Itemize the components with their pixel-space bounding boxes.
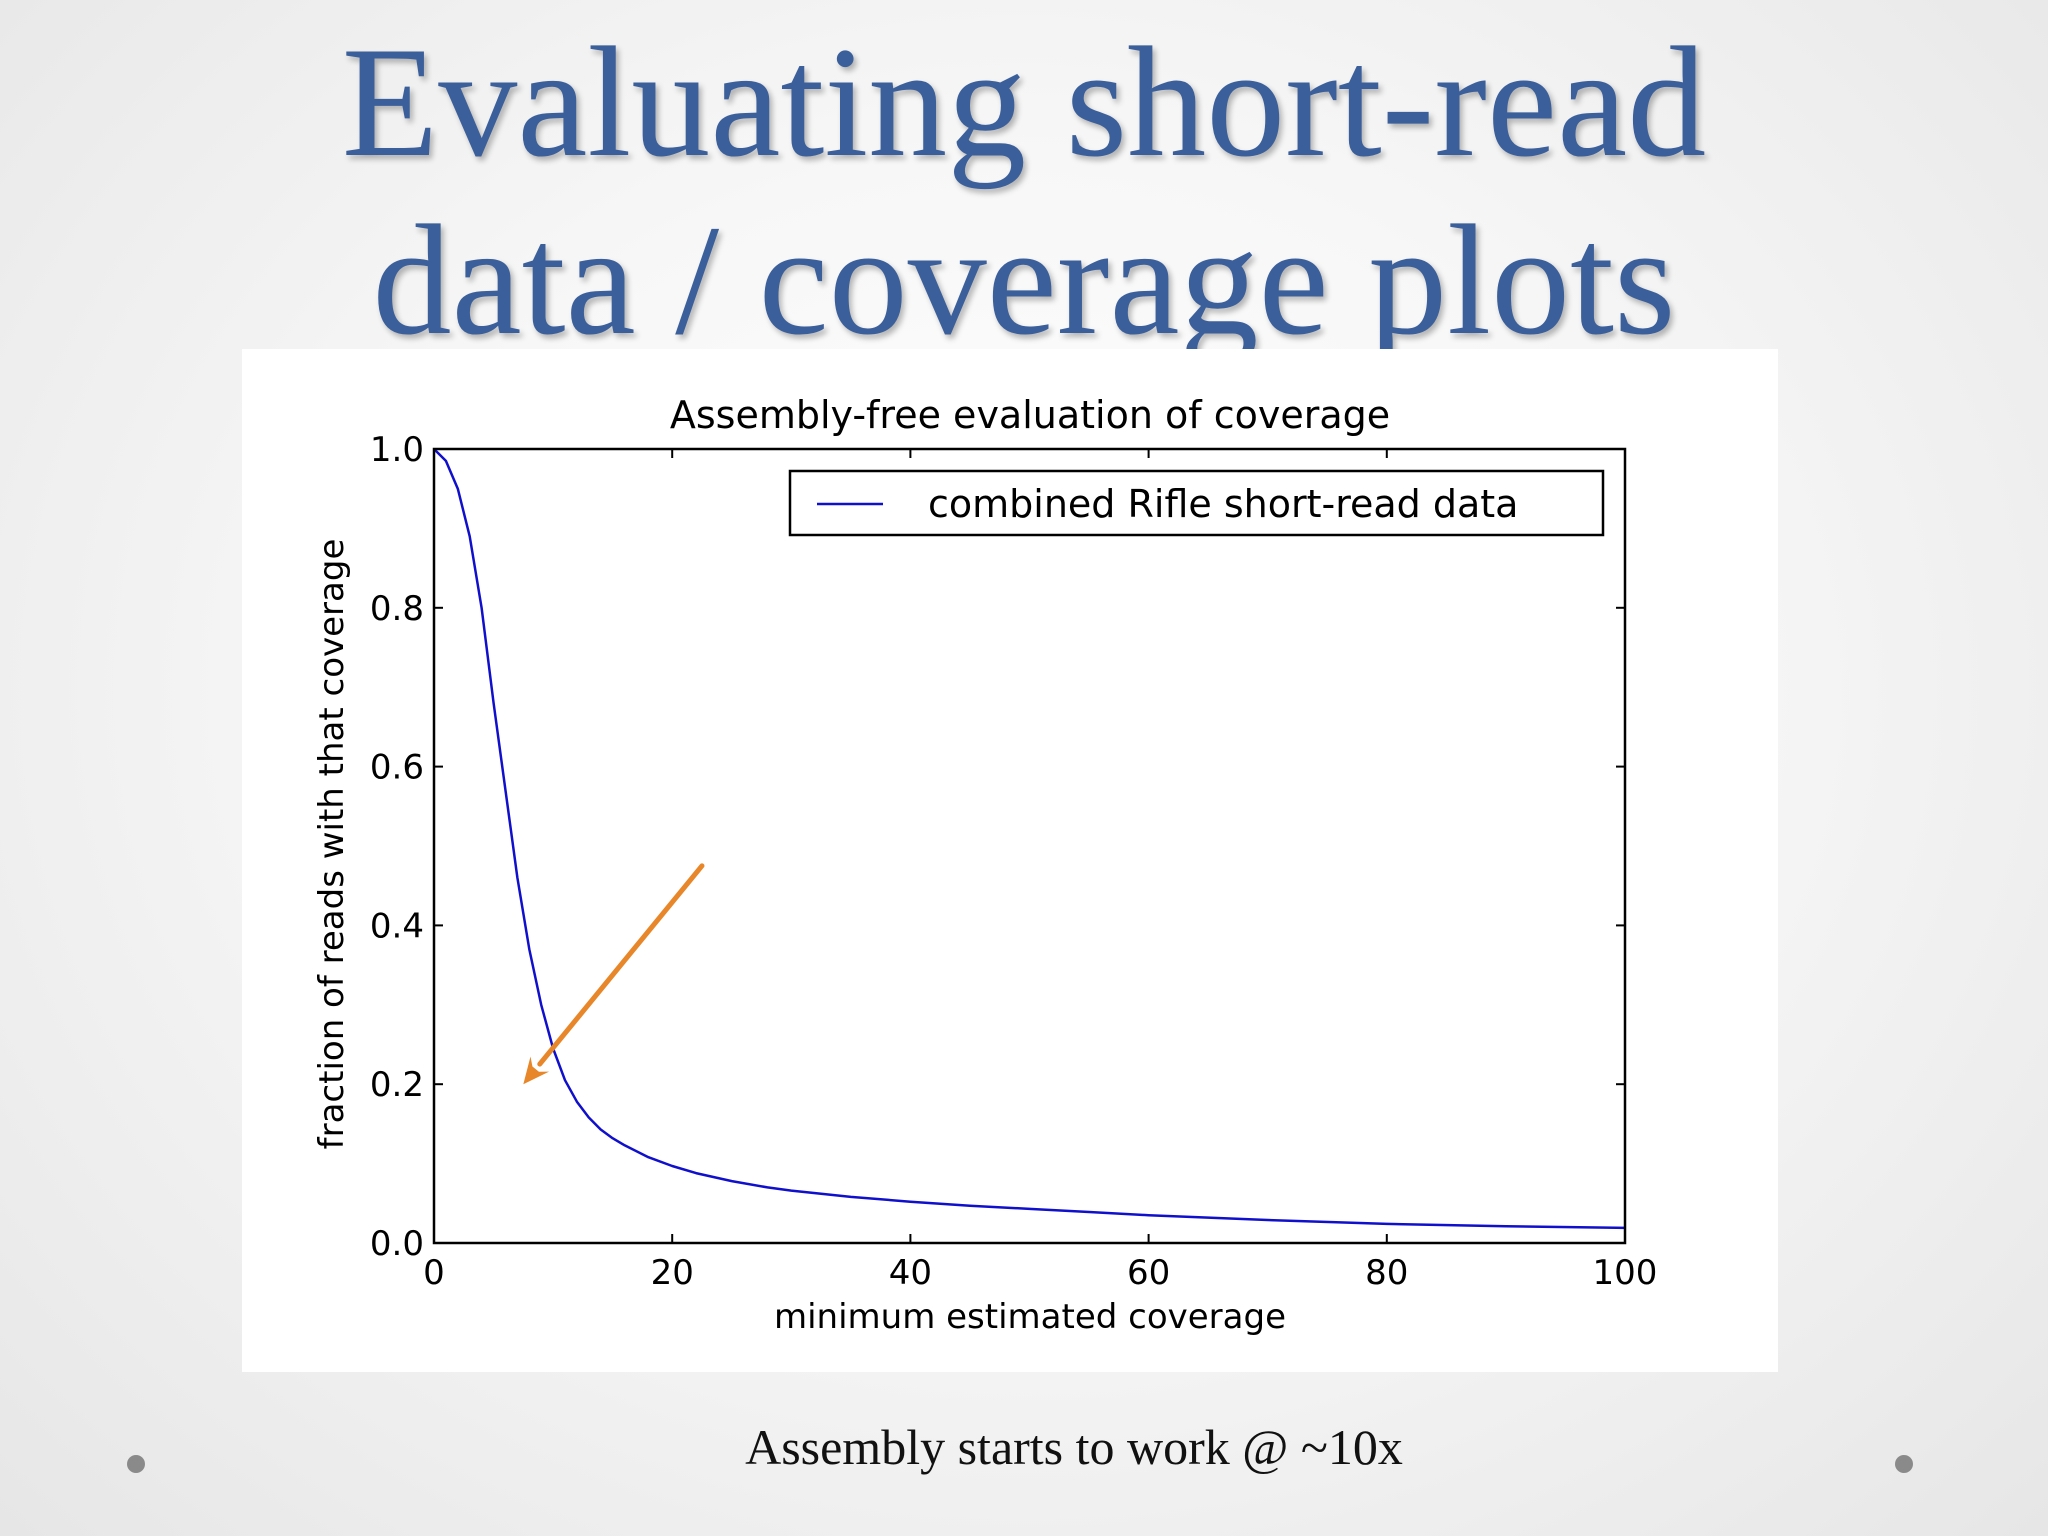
chart-panel: Assembly-free evaluation of coverage fra… bbox=[242, 349, 1778, 1372]
legend: combined Rifle short-read data bbox=[788, 469, 1605, 537]
x-tick-label: 0 bbox=[423, 1253, 445, 1293]
y-tick-label: 1.0 bbox=[370, 430, 424, 470]
series-line bbox=[433, 448, 1626, 1230]
title-line-1: Evaluating short-read bbox=[341, 15, 1707, 190]
x-tick-label: 40 bbox=[889, 1253, 932, 1293]
chart-title: Assembly-free evaluation of coverage bbox=[670, 393, 1390, 437]
x-tick-label: 100 bbox=[1593, 1253, 1658, 1293]
axis-ticks: 0 20 40 60 80 100 0.0 0.2 0.4 0.6 0.8 1.0 bbox=[370, 430, 1658, 1293]
x-axis-label: minimum estimated coverage bbox=[774, 1297, 1286, 1337]
y-axis-label: fraction of reads with that coverage bbox=[312, 539, 352, 1150]
y-tick-label: 0.4 bbox=[370, 906, 424, 946]
y-tick-label: 0.8 bbox=[370, 589, 424, 629]
x-tick-label: 20 bbox=[651, 1253, 694, 1293]
y-tick-label: 0.2 bbox=[370, 1065, 424, 1105]
right-bullet-dot bbox=[1895, 1455, 1913, 1473]
legend-label: combined Rifle short-read data bbox=[928, 482, 1518, 526]
arrow-head bbox=[523, 1056, 550, 1085]
x-tick-label: 60 bbox=[1127, 1253, 1170, 1293]
y-tick-label: 0.6 bbox=[370, 748, 424, 788]
coverage-chart: Assembly-free evaluation of coverage fra… bbox=[312, 393, 1658, 1337]
title-line-2: data / coverage plots bbox=[372, 193, 1676, 368]
annotation-arrow bbox=[523, 863, 705, 1085]
slide-title: Evaluating short-read data / coverage pl… bbox=[0, 14, 2048, 370]
x-tick-label: 80 bbox=[1365, 1253, 1408, 1293]
arrow-shaft bbox=[537, 863, 705, 1067]
left-bullet-dot bbox=[127, 1455, 145, 1473]
plot-frame bbox=[432, 447, 1627, 1245]
y-tick-label: 0.0 bbox=[370, 1224, 424, 1264]
caption: Assembly starts to work @ ~10x bbox=[745, 1419, 1403, 1475]
legend-box bbox=[788, 469, 1605, 537]
